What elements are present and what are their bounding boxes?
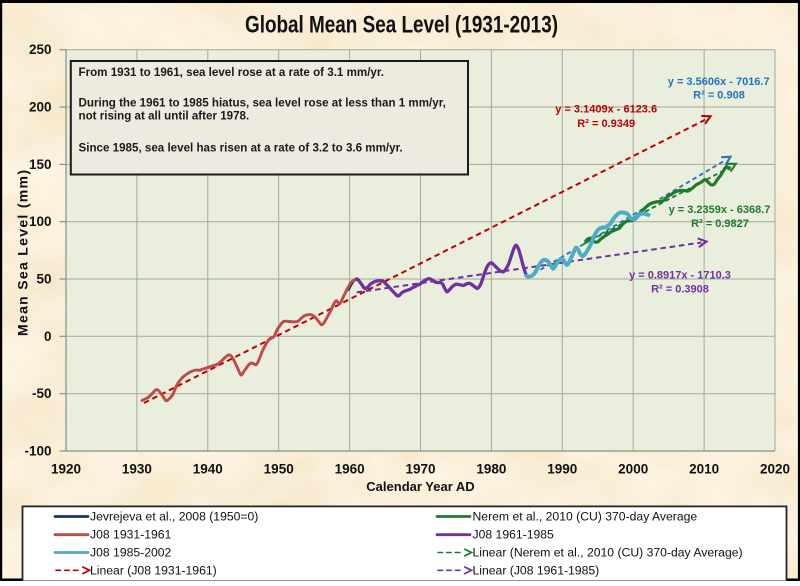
- svg-text:y = 3.5606x - 7016.7: y = 3.5606x - 7016.7: [668, 76, 770, 88]
- svg-text:y = 0.8917x - 1710.3: y = 0.8917x - 1710.3: [629, 270, 731, 282]
- svg-text:Linear (J08 1961-1985): Linear (J08 1961-1985): [473, 563, 600, 577]
- svg-text:Global Mean Sea Level (1931-20: Global Mean Sea Level (1931-2013): [245, 12, 558, 39]
- svg-text:100: 100: [29, 214, 52, 229]
- svg-text:50: 50: [36, 272, 51, 287]
- svg-text:y = 3.2359x - 6368.7: y = 3.2359x - 6368.7: [669, 204, 771, 216]
- svg-text:150: 150: [29, 157, 52, 172]
- svg-text:2000: 2000: [618, 462, 648, 477]
- svg-text:R² = 0.908: R² = 0.908: [693, 90, 745, 102]
- svg-text:Linear (Nerem et al., 2010 (CU: Linear (Nerem et al., 2010 (CU) 370-day …: [473, 546, 743, 560]
- svg-text:1970: 1970: [405, 462, 435, 477]
- svg-text:1980: 1980: [476, 462, 506, 477]
- svg-text:2010: 2010: [689, 462, 719, 477]
- svg-text:250: 250: [29, 42, 52, 57]
- svg-text:R² = 0.9349: R² = 0.9349: [577, 118, 635, 130]
- svg-text:Mean Sea Level (mm): Mean Sea Level (mm): [15, 170, 31, 336]
- svg-text:0: 0: [44, 329, 52, 344]
- svg-text:1990: 1990: [547, 462, 577, 477]
- svg-text:Since 1985, sea level has rise: Since 1985, sea level has risen at a rat…: [79, 141, 403, 154]
- svg-text:not rising at all until after: not rising at all until after 1978.: [79, 109, 250, 122]
- svg-text:1950: 1950: [264, 462, 294, 477]
- svg-text:During the 1961 to 1985 hiatus: During the 1961 to 1985 hiatus, sea leve…: [79, 97, 446, 110]
- svg-text:1920: 1920: [51, 462, 81, 477]
- svg-text:200: 200: [29, 100, 52, 115]
- svg-text:-50: -50: [32, 386, 52, 401]
- svg-text:-100: -100: [24, 444, 51, 459]
- svg-text:R² = 0.3908: R² = 0.3908: [651, 283, 709, 295]
- svg-text:2020: 2020: [760, 462, 790, 477]
- svg-text:J08 1961-1985: J08 1961-1985: [473, 528, 555, 542]
- svg-text:1930: 1930: [122, 462, 152, 477]
- svg-text:Calendar Year AD: Calendar Year AD: [366, 479, 474, 494]
- svg-text:Nerem et al., 2010 (CU) 370-da: Nerem et al., 2010 (CU) 370-day Average: [473, 510, 698, 524]
- svg-text:J08 1985-2002: J08 1985-2002: [90, 546, 172, 560]
- svg-text:Linear (J08 1931-1961): Linear (J08 1931-1961): [90, 563, 217, 577]
- svg-text:J08 1931-1961: J08 1931-1961: [90, 528, 172, 542]
- svg-text:y = 3.1409x - 6123.6: y = 3.1409x - 6123.6: [555, 104, 657, 116]
- svg-text:R² = 0.9827: R² = 0.9827: [691, 218, 749, 230]
- svg-text:From 1931 to 1961, sea level r: From 1931 to 1961, sea level rose at a r…: [79, 66, 384, 79]
- svg-text:Jevrejeva et al., 2008 (1950=0: Jevrejeva et al., 2008 (1950=0): [90, 510, 258, 524]
- svg-text:1940: 1940: [193, 462, 223, 477]
- svg-text:1960: 1960: [335, 462, 365, 477]
